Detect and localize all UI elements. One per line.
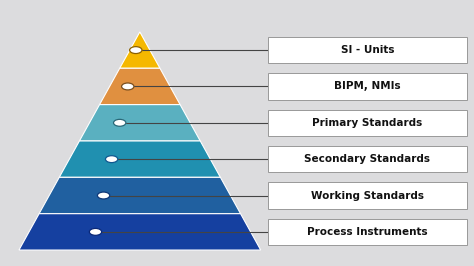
Circle shape xyxy=(105,156,118,163)
Polygon shape xyxy=(19,214,261,250)
Polygon shape xyxy=(119,32,160,68)
Polygon shape xyxy=(59,141,220,177)
Polygon shape xyxy=(100,68,180,105)
Circle shape xyxy=(113,119,126,126)
FancyBboxPatch shape xyxy=(268,73,467,99)
Text: Working Standards: Working Standards xyxy=(311,190,424,201)
FancyBboxPatch shape xyxy=(268,146,467,172)
FancyBboxPatch shape xyxy=(268,110,467,136)
Text: Process Instruments: Process Instruments xyxy=(307,227,428,237)
Text: SI - Units: SI - Units xyxy=(341,45,394,55)
FancyBboxPatch shape xyxy=(268,182,467,209)
FancyBboxPatch shape xyxy=(268,219,467,245)
Circle shape xyxy=(129,47,142,53)
Text: Primary Standards: Primary Standards xyxy=(312,118,422,128)
Circle shape xyxy=(97,192,109,199)
Polygon shape xyxy=(79,105,200,141)
Text: Secondary Standards: Secondary Standards xyxy=(304,154,430,164)
Polygon shape xyxy=(39,177,241,214)
Circle shape xyxy=(121,83,134,90)
Circle shape xyxy=(89,228,101,235)
FancyBboxPatch shape xyxy=(268,37,467,63)
Text: BIPM, NMIs: BIPM, NMIs xyxy=(334,81,401,92)
